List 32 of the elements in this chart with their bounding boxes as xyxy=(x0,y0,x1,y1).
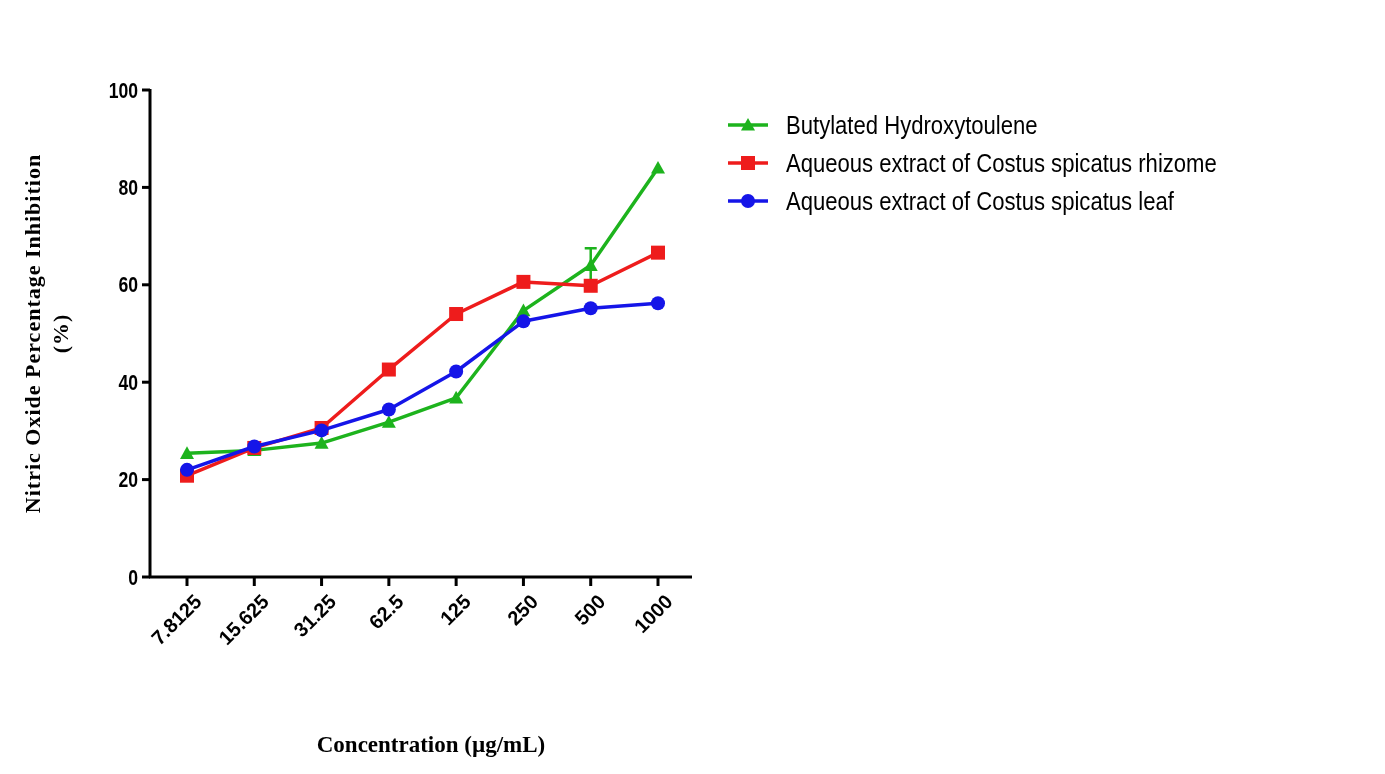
x-tick-label: 250 xyxy=(503,590,543,630)
y-tick-label: 0 xyxy=(128,564,138,590)
y-tick-label: 40 xyxy=(118,370,138,395)
point xyxy=(449,364,464,379)
point xyxy=(651,160,665,174)
point xyxy=(180,446,194,459)
y-tick-label: 60 xyxy=(118,272,138,297)
legend-label: Aqueous extract of Costus spicatus rhizome xyxy=(786,148,1217,178)
point xyxy=(651,296,665,311)
point xyxy=(583,278,598,293)
y-tick-label: 20 xyxy=(118,467,138,492)
point xyxy=(381,402,396,417)
point xyxy=(516,274,531,289)
y-tick-label: 100 xyxy=(108,77,138,103)
point xyxy=(449,307,464,322)
point xyxy=(583,258,598,271)
x-tick-label: 500 xyxy=(570,590,610,630)
point xyxy=(381,415,396,428)
point xyxy=(180,462,194,477)
legend-label: Butylated Hydroxytoulene xyxy=(786,110,1038,140)
point xyxy=(449,390,464,404)
x-tick-label: 62.5 xyxy=(364,590,408,634)
point xyxy=(314,436,329,449)
legend-label: Aqueous extract of Costus spicatus leaf xyxy=(786,186,1175,216)
y-axis-title: Nitric Oxide Percentage Inhibition (%) xyxy=(20,153,73,514)
point xyxy=(516,314,531,329)
point xyxy=(381,362,396,377)
y-tick-label: 80 xyxy=(118,175,138,200)
x-tick-label: 125 xyxy=(435,590,475,630)
point xyxy=(583,301,598,316)
x-axis-title: Concentration (µg/mL) xyxy=(316,732,546,757)
point xyxy=(651,245,665,260)
